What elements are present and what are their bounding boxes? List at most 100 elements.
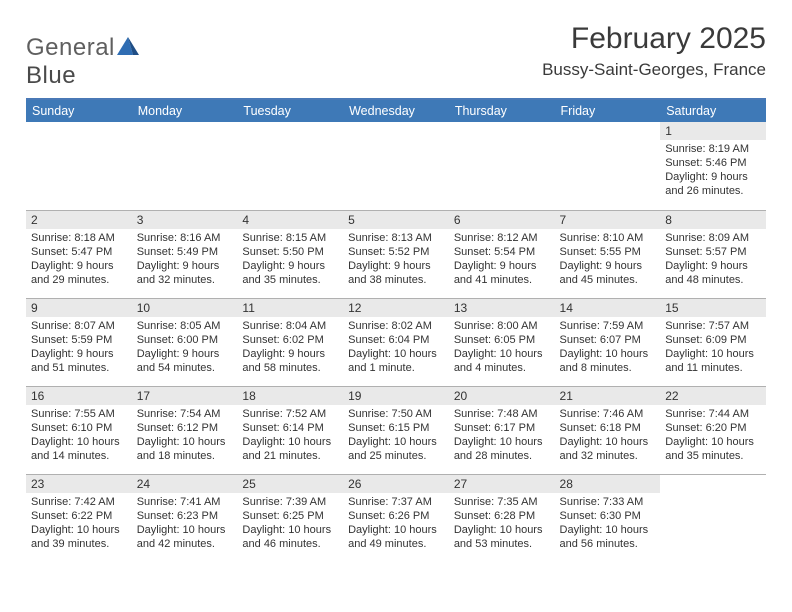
day-details: Sunrise: 8:15 AMSunset: 5:50 PMDaylight:…: [237, 229, 343, 291]
brand-part2: Blue: [26, 62, 76, 89]
day-details: Sunrise: 7:54 AMSunset: 6:12 PMDaylight:…: [132, 405, 238, 467]
day-header: Tuesday: [237, 100, 343, 122]
calendar-cell: 20Sunrise: 7:48 AMSunset: 6:17 PMDayligh…: [449, 386, 555, 474]
calendar-cell: 2Sunrise: 8:18 AMSunset: 5:47 PMDaylight…: [26, 210, 132, 298]
calendar-cell: 4Sunrise: 8:15 AMSunset: 5:50 PMDaylight…: [237, 210, 343, 298]
day-number: 25: [237, 475, 343, 493]
calendar-cell: 17Sunrise: 7:54 AMSunset: 6:12 PMDayligh…: [132, 386, 238, 474]
day-details: Sunrise: 8:16 AMSunset: 5:49 PMDaylight:…: [132, 229, 238, 291]
day-details: Sunrise: 8:07 AMSunset: 5:59 PMDaylight:…: [26, 317, 132, 379]
day-details: Sunrise: 7:44 AMSunset: 6:20 PMDaylight:…: [660, 405, 766, 467]
calendar-cell: 28Sunrise: 7:33 AMSunset: 6:30 PMDayligh…: [555, 474, 661, 562]
day-header: Monday: [132, 100, 238, 122]
calendar-cell: 16Sunrise: 7:55 AMSunset: 6:10 PMDayligh…: [26, 386, 132, 474]
day-details: Sunrise: 7:50 AMSunset: 6:15 PMDaylight:…: [343, 405, 449, 467]
day-number: 20: [449, 387, 555, 405]
calendar-cell: 19Sunrise: 7:50 AMSunset: 6:15 PMDayligh…: [343, 386, 449, 474]
calendar-cell: 23Sunrise: 7:42 AMSunset: 6:22 PMDayligh…: [26, 474, 132, 562]
calendar-cell-empty: [26, 122, 132, 210]
day-details: Sunrise: 8:19 AMSunset: 5:46 PMDaylight:…: [660, 140, 766, 202]
calendar-cell: 8Sunrise: 8:09 AMSunset: 5:57 PMDaylight…: [660, 210, 766, 298]
calendar-row: 23Sunrise: 7:42 AMSunset: 6:22 PMDayligh…: [26, 474, 766, 562]
day-details: Sunrise: 8:05 AMSunset: 6:00 PMDaylight:…: [132, 317, 238, 379]
day-header: Wednesday: [343, 100, 449, 122]
day-number: 16: [26, 387, 132, 405]
title-block: February 2025 Bussy-Saint-Georges, Franc…: [542, 22, 766, 80]
location: Bussy-Saint-Georges, France: [542, 60, 766, 80]
calendar-cell: 21Sunrise: 7:46 AMSunset: 6:18 PMDayligh…: [555, 386, 661, 474]
day-details: Sunrise: 8:09 AMSunset: 5:57 PMDaylight:…: [660, 229, 766, 291]
day-details: Sunrise: 7:59 AMSunset: 6:07 PMDaylight:…: [555, 317, 661, 379]
calendar-cell: 1Sunrise: 8:19 AMSunset: 5:46 PMDaylight…: [660, 122, 766, 210]
brand-name: General Blue: [26, 34, 139, 90]
day-number: 17: [132, 387, 238, 405]
day-number: 6: [449, 211, 555, 229]
day-details: Sunrise: 8:10 AMSunset: 5:55 PMDaylight:…: [555, 229, 661, 291]
day-details: Sunrise: 7:35 AMSunset: 6:28 PMDaylight:…: [449, 493, 555, 555]
day-header: Sunday: [26, 100, 132, 122]
month-title: February 2025: [542, 22, 766, 56]
calendar-cell: 9Sunrise: 8:07 AMSunset: 5:59 PMDaylight…: [26, 298, 132, 386]
calendar-cell: 26Sunrise: 7:37 AMSunset: 6:26 PMDayligh…: [343, 474, 449, 562]
day-details: Sunrise: 7:57 AMSunset: 6:09 PMDaylight:…: [660, 317, 766, 379]
calendar-cell-empty: [555, 122, 661, 210]
calendar-cell: 27Sunrise: 7:35 AMSunset: 6:28 PMDayligh…: [449, 474, 555, 562]
calendar-cell: 13Sunrise: 8:00 AMSunset: 6:05 PMDayligh…: [449, 298, 555, 386]
calendar-cell-empty: [237, 122, 343, 210]
day-number: 7: [555, 211, 661, 229]
day-number: 4: [237, 211, 343, 229]
logo-sail-icon: [117, 34, 139, 61]
day-number: 13: [449, 299, 555, 317]
calendar-body: 1Sunrise: 8:19 AMSunset: 5:46 PMDaylight…: [26, 122, 766, 562]
day-number: 11: [237, 299, 343, 317]
day-number: 3: [132, 211, 238, 229]
calendar-cell: 24Sunrise: 7:41 AMSunset: 6:23 PMDayligh…: [132, 474, 238, 562]
day-number: 27: [449, 475, 555, 493]
brand-part1: General: [26, 34, 115, 61]
day-details: Sunrise: 7:37 AMSunset: 6:26 PMDaylight:…: [343, 493, 449, 555]
calendar-row: 9Sunrise: 8:07 AMSunset: 5:59 PMDaylight…: [26, 298, 766, 386]
calendar-cell: 14Sunrise: 7:59 AMSunset: 6:07 PMDayligh…: [555, 298, 661, 386]
day-details: Sunrise: 7:46 AMSunset: 6:18 PMDaylight:…: [555, 405, 661, 467]
day-details: Sunrise: 8:13 AMSunset: 5:52 PMDaylight:…: [343, 229, 449, 291]
calendar-cell: 10Sunrise: 8:05 AMSunset: 6:00 PMDayligh…: [132, 298, 238, 386]
day-details: Sunrise: 8:12 AMSunset: 5:54 PMDaylight:…: [449, 229, 555, 291]
calendar-cell: 5Sunrise: 8:13 AMSunset: 5:52 PMDaylight…: [343, 210, 449, 298]
calendar-cell: 6Sunrise: 8:12 AMSunset: 5:54 PMDaylight…: [449, 210, 555, 298]
day-details: Sunrise: 8:00 AMSunset: 6:05 PMDaylight:…: [449, 317, 555, 379]
day-details: Sunrise: 7:42 AMSunset: 6:22 PMDaylight:…: [26, 493, 132, 555]
calendar-cell: 3Sunrise: 8:16 AMSunset: 5:49 PMDaylight…: [132, 210, 238, 298]
calendar-cell-empty: [343, 122, 449, 210]
day-header-row: SundayMondayTuesdayWednesdayThursdayFrid…: [26, 100, 766, 122]
day-number: 19: [343, 387, 449, 405]
day-number: 21: [555, 387, 661, 405]
calendar-cell-empty: [449, 122, 555, 210]
day-details: Sunrise: 7:52 AMSunset: 6:14 PMDaylight:…: [237, 405, 343, 467]
day-number: 5: [343, 211, 449, 229]
calendar-cell: 15Sunrise: 7:57 AMSunset: 6:09 PMDayligh…: [660, 298, 766, 386]
day-number: 24: [132, 475, 238, 493]
day-number: 28: [555, 475, 661, 493]
day-details: Sunrise: 7:33 AMSunset: 6:30 PMDaylight:…: [555, 493, 661, 555]
day-number: 14: [555, 299, 661, 317]
calendar-cell-empty: [132, 122, 238, 210]
calendar-cell-empty: [660, 474, 766, 562]
day-number: 15: [660, 299, 766, 317]
calendar-cell: 12Sunrise: 8:02 AMSunset: 6:04 PMDayligh…: [343, 298, 449, 386]
calendar-cell: 18Sunrise: 7:52 AMSunset: 6:14 PMDayligh…: [237, 386, 343, 474]
day-number: 2: [26, 211, 132, 229]
calendar-cell: 25Sunrise: 7:39 AMSunset: 6:25 PMDayligh…: [237, 474, 343, 562]
day-number: 26: [343, 475, 449, 493]
day-number: 12: [343, 299, 449, 317]
day-number: 10: [132, 299, 238, 317]
calendar-row: 1Sunrise: 8:19 AMSunset: 5:46 PMDaylight…: [26, 122, 766, 210]
day-details: Sunrise: 7:41 AMSunset: 6:23 PMDaylight:…: [132, 493, 238, 555]
day-number: 23: [26, 475, 132, 493]
day-number: 22: [660, 387, 766, 405]
calendar-table: SundayMondayTuesdayWednesdayThursdayFrid…: [26, 100, 766, 562]
calendar-cell: 11Sunrise: 8:04 AMSunset: 6:02 PMDayligh…: [237, 298, 343, 386]
day-header: Saturday: [660, 100, 766, 122]
day-details: Sunrise: 8:04 AMSunset: 6:02 PMDaylight:…: [237, 317, 343, 379]
day-details: Sunrise: 8:02 AMSunset: 6:04 PMDaylight:…: [343, 317, 449, 379]
day-details: Sunrise: 7:39 AMSunset: 6:25 PMDaylight:…: [237, 493, 343, 555]
